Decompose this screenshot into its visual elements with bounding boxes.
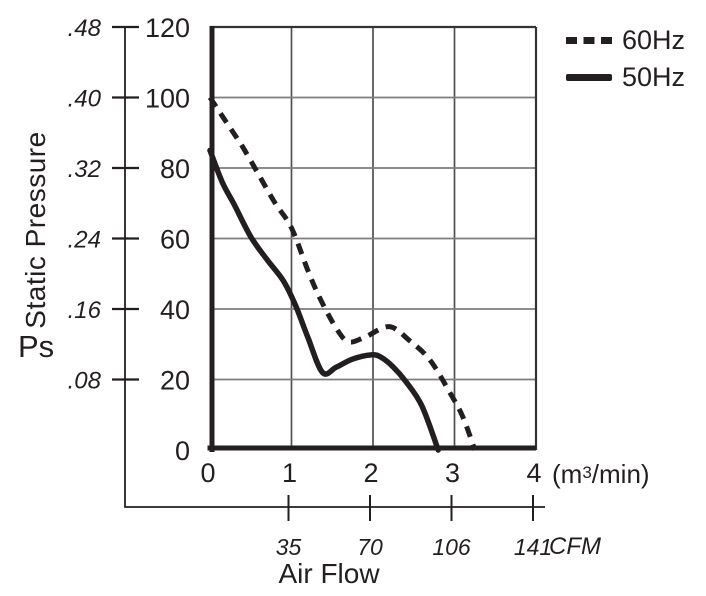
- x-tick-label: 3: [445, 458, 460, 488]
- y-tick-label: 20: [160, 366, 190, 396]
- cfm-tick-label: 141: [514, 534, 552, 560]
- legend-label-60hz: 60Hz: [622, 25, 686, 55]
- x-axis-title: Air Flow: [278, 558, 380, 589]
- legend-item-60hz: 60Hz: [566, 25, 685, 55]
- ps-tick-label: .24: [68, 227, 101, 254]
- gridlines: [210, 27, 536, 450]
- ps-tick-label: .16: [68, 297, 102, 324]
- solid-line-swatch: [566, 73, 612, 81]
- x-secondary: 35 70 106 141: [276, 495, 552, 560]
- outer-axes: .48 .40 .32 .24 .16 .08: [68, 15, 545, 508]
- curve-50hz: [207, 147, 441, 453]
- y-axis-symbol: Ps: [18, 329, 55, 364]
- x-secondary-unit: CFM: [549, 533, 601, 560]
- x-axis-unit-sup: 3: [582, 463, 592, 482]
- series-curves: [207, 96, 478, 453]
- y-tick-label: 80: [160, 154, 190, 184]
- ps-tick-label: .08: [68, 368, 102, 395]
- cfm-tick-label: 35: [276, 534, 302, 560]
- y-tick-label: 40: [160, 295, 190, 325]
- y-tick-label: 60: [160, 225, 190, 255]
- x-tick-label: 0: [200, 458, 215, 488]
- ps-tick-label: .40: [68, 86, 102, 113]
- y-tick-label: 100: [145, 84, 190, 114]
- cfm-tick-label: 106: [432, 534, 471, 560]
- x-axis-unit-open: (m: [552, 459, 583, 489]
- curve-60hz: [207, 96, 478, 451]
- plot-axes: [207, 26, 536, 452]
- ps-tick-label: .32: [68, 156, 101, 183]
- legend-label-50hz: 50Hz: [622, 62, 686, 92]
- legend: 60Hz 50Hz: [566, 25, 685, 99]
- x-tick-label: 2: [363, 458, 378, 488]
- x-tick-label: 4: [526, 458, 541, 488]
- y-inner-labels: 120 100 80 60 40 20 0: [145, 13, 190, 466]
- x-tick-label: 1: [282, 458, 297, 488]
- x-labels: 0 1 2 3 4: [200, 458, 541, 488]
- ps-tick-label: .48: [68, 15, 102, 42]
- y-tick-label: 120: [145, 13, 190, 43]
- plot-border: [210, 25, 538, 450]
- dashed-line-swatch: [566, 36, 612, 44]
- cfm-tick-label: 70: [357, 534, 383, 560]
- y-tick-label: 0: [175, 436, 190, 466]
- x-axis-unit: (m3/min): [552, 459, 650, 490]
- legend-item-50hz: 50Hz: [566, 62, 685, 92]
- x-axis-unit-close: /min): [591, 459, 650, 489]
